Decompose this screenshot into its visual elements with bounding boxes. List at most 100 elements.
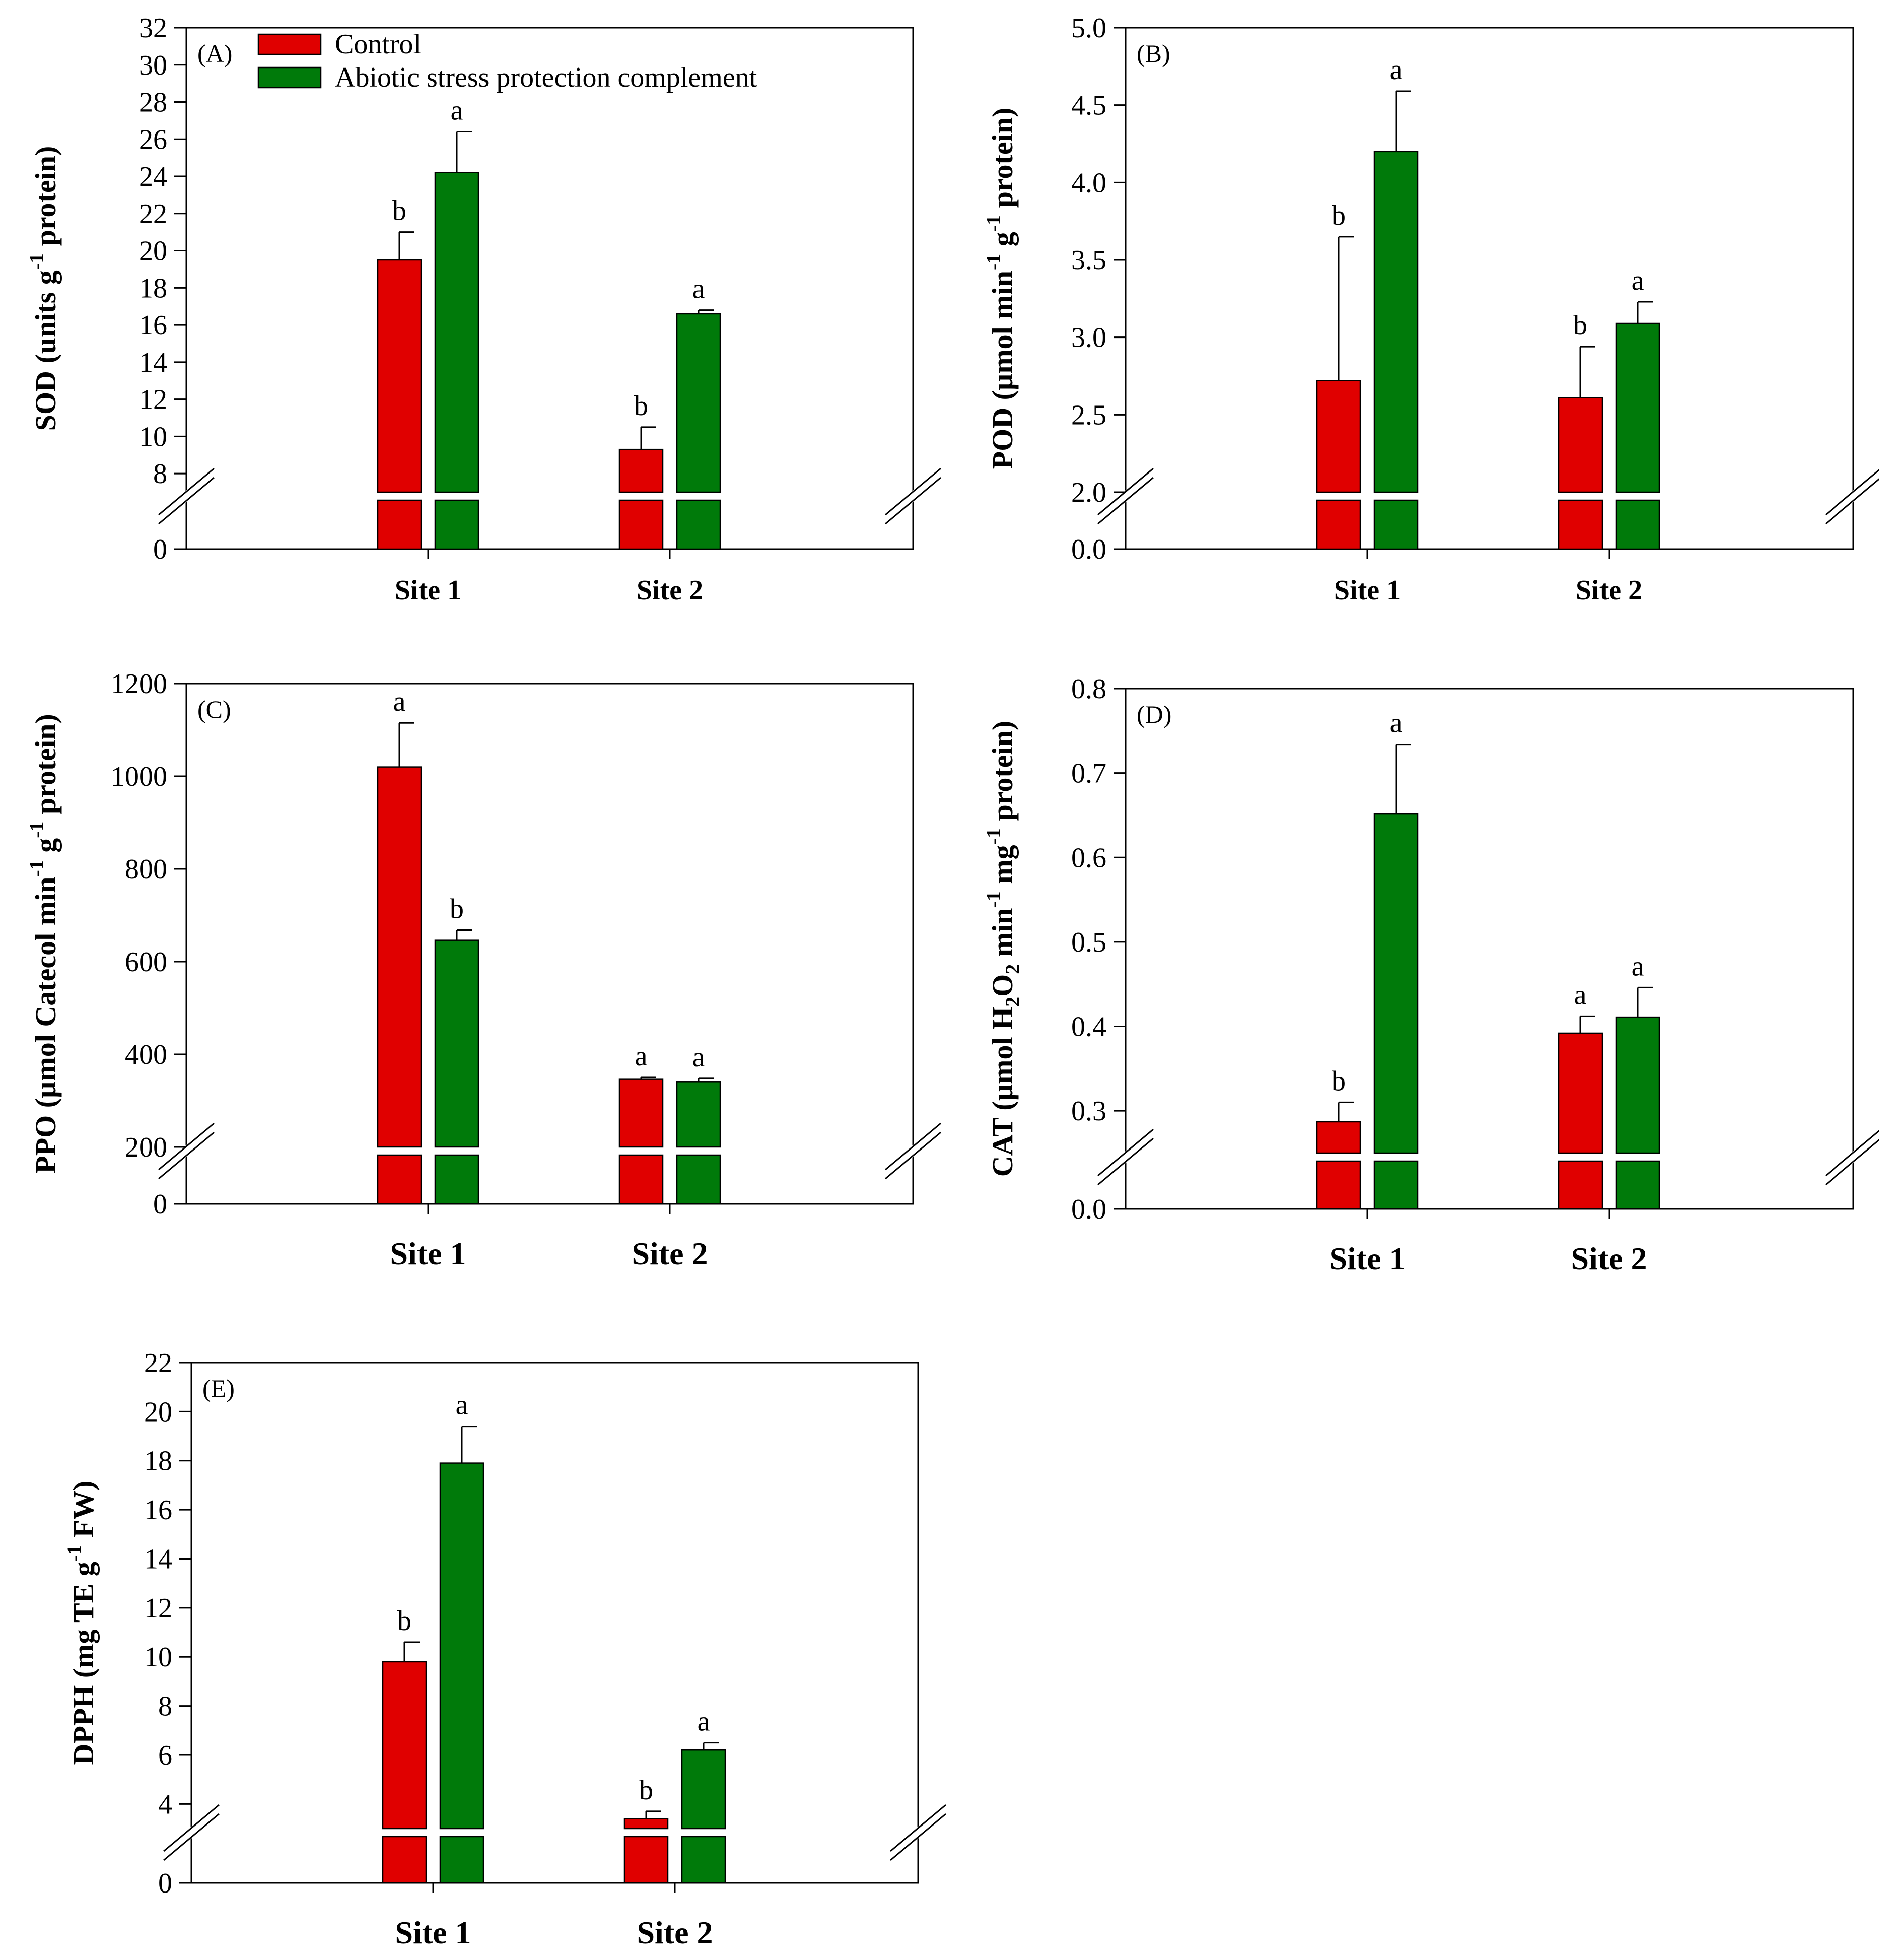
x-category-label: Site 1	[395, 575, 461, 606]
significance-letter: a	[451, 95, 463, 126]
y-axis-label-subscript: 2	[1001, 964, 1024, 974]
axis-break-mark	[158, 477, 215, 525]
y-axis-label: SOD (units g-1 protein)	[25, 146, 62, 431]
panel-E: 0 4 6 8 10 12 14 16 18 20 22 Site 1 Site 2 b b a a (E) DPP…	[63, 1347, 948, 1950]
bar	[377, 766, 422, 1148]
y-axis-label-part: min	[986, 908, 1019, 964]
axis-break-gap	[1823, 1131, 1879, 1183]
y-tick-label: 4	[158, 1789, 172, 1820]
significance-letter: b	[634, 390, 648, 422]
significance-letter: b	[450, 893, 464, 924]
bar-lower	[618, 1154, 664, 1205]
bar	[1316, 380, 1361, 493]
y-axis-label: DPPH (mg TE g-1 FW)	[63, 1481, 100, 1765]
plot-frame	[1125, 688, 1854, 1210]
axis-break-mark	[890, 1813, 946, 1861]
significance-letter: a	[692, 274, 705, 305]
y-tick-label: 20	[139, 236, 167, 267]
y-tick-label: 0.6	[1071, 842, 1106, 873]
axis-break-mark	[1097, 1128, 1154, 1177]
x-category-label: Site 2	[1571, 1241, 1647, 1276]
plot-frame	[190, 1362, 919, 1884]
panel-A: 0 8 10 12 14 16 18 20 22 24 26 28 30 32 Site 1 Site 2 b b…	[25, 13, 943, 606]
panel-label: (D)	[1137, 700, 1171, 728]
axis-break-gap	[156, 470, 217, 522]
y-axis-label-part: CAT (µmol H	[986, 1007, 1019, 1177]
axis-break-mark	[890, 1804, 946, 1852]
axis-break-gap	[1095, 470, 1156, 522]
significance-letter: a	[456, 1390, 468, 1421]
significance-letter: b	[1573, 310, 1587, 341]
axis-break-mark	[1097, 477, 1154, 525]
axis-break-mark	[163, 1804, 220, 1852]
x-category-label: Site 1	[390, 1236, 466, 1271]
axis-break-mark	[1825, 478, 1879, 525]
bar	[618, 1078, 664, 1148]
x-category-label: Site 1	[1334, 575, 1401, 606]
y-tick-label: 0	[153, 534, 167, 565]
significance-letter: b	[392, 195, 406, 227]
y-tick-label: 1200	[111, 668, 167, 700]
panel-label: (E)	[202, 1374, 235, 1402]
y-axis-label-part: SOD (units g	[29, 270, 62, 431]
bar-lower	[1373, 1160, 1419, 1210]
y-tick-label: 4.0	[1071, 167, 1106, 198]
bar	[439, 1462, 484, 1830]
axis-break-gap	[1095, 1131, 1156, 1183]
bar	[1373, 151, 1419, 493]
significance-letter: a	[1632, 265, 1644, 296]
bar	[434, 939, 479, 1148]
bar-lower	[1615, 1160, 1660, 1210]
bar	[382, 1661, 427, 1830]
significance-letter: a	[1632, 951, 1644, 982]
y-tick-label: 4.5	[1071, 90, 1106, 121]
y-tick-label: 16	[144, 1495, 172, 1526]
legend-entry-label: Abiotic stress protection complement	[335, 62, 757, 93]
y-axis-label-part: g	[986, 232, 1019, 254]
y-tick-label: 10	[139, 421, 167, 452]
y-tick-label: 26	[139, 124, 167, 155]
bar	[1373, 813, 1419, 1154]
y-tick-label: 22	[139, 198, 167, 230]
bar	[676, 313, 721, 493]
panel-C: 0 200 400 600 800 1000 1200 Site 1 Site 2 a a b a (C)…	[25, 668, 943, 1271]
bar-lower	[681, 1836, 726, 1884]
significance-letter: a	[1390, 708, 1403, 739]
bar-lower	[618, 499, 664, 550]
y-axis-label-part: protein)	[29, 146, 62, 253]
y-tick-label: 0.8	[1071, 673, 1106, 705]
y-axis-label-part: PPO (µmol Catecol min	[29, 877, 62, 1174]
axis-break-mark	[885, 1122, 941, 1171]
axis-break-gap	[883, 1125, 943, 1177]
y-axis-label-superscript: -1	[25, 821, 48, 838]
y-axis-label-part: protein)	[986, 108, 1019, 215]
significance-letter: b	[639, 1775, 653, 1806]
plot-frame	[185, 683, 914, 1205]
y-axis-label-part: FW)	[67, 1481, 100, 1545]
bar-lower	[1558, 1160, 1603, 1210]
axis-break-gap	[888, 1806, 948, 1859]
bar-lower	[1615, 499, 1660, 550]
y-tick-label: 600	[125, 947, 167, 978]
y-axis-label-superscript: -1	[982, 828, 1005, 845]
y-axis-label-part: g	[29, 838, 62, 860]
y-tick-label: 20	[144, 1396, 172, 1428]
y-tick-label: 16	[139, 310, 167, 341]
y-axis-label-superscript: -1	[25, 253, 48, 270]
y-tick-label: 0	[153, 1189, 167, 1220]
panel-D: 0.0 0.3 0.4 0.5 0.6 0.7 0.8 Site 1 Site 2 b a a a (D)…	[982, 673, 1879, 1276]
axis-break-gap	[883, 470, 943, 522]
y-tick-label: 6	[158, 1740, 172, 1771]
y-tick-label: 0	[158, 1868, 172, 1899]
y-axis-label-superscript: -1	[63, 1545, 86, 1562]
axis-break-mark	[885, 477, 941, 525]
bar-lower	[676, 1154, 721, 1205]
y-axis-label-part: protein)	[29, 714, 62, 821]
y-axis-label-part: DPPH (mg TE g	[67, 1562, 100, 1765]
axis-break-mark	[1825, 469, 1879, 516]
legend-entry-label: Control	[335, 29, 421, 60]
x-category-label: Site 2	[1576, 575, 1642, 606]
bar	[1316, 1121, 1361, 1154]
y-tick-label: 1000	[111, 761, 167, 792]
